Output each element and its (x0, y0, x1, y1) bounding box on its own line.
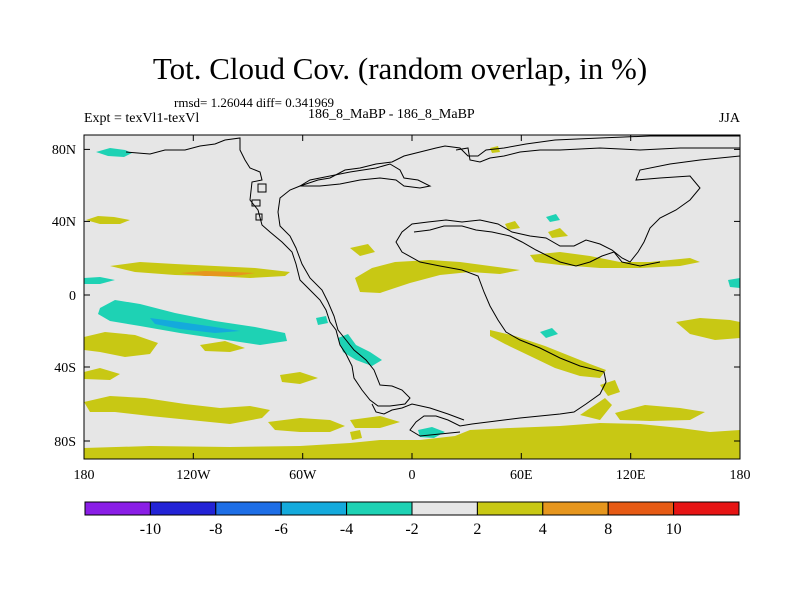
anomaly-patch (84, 277, 115, 284)
anomaly-patch (84, 368, 120, 380)
anomaly-patch (530, 252, 700, 268)
coastline-asia-interior (413, 225, 661, 267)
lat-tick-label: 80N (52, 143, 76, 158)
anomaly-patch (350, 416, 400, 428)
coastline-greenland (298, 163, 432, 189)
lon-tick-label: 180 (74, 468, 95, 483)
case-label: 186_8_MaBP - 186_8_MaBP (308, 107, 475, 122)
anomaly-patch (84, 332, 158, 357)
lon-tick-label: 120E (616, 468, 646, 483)
anomaly-patch (615, 405, 705, 421)
lat-tick-label: 80S (54, 435, 76, 450)
anomaly-patch (728, 278, 740, 288)
anomaly-patch (580, 398, 612, 420)
colorbar-swatch (149, 501, 217, 516)
anomaly-patch (280, 372, 318, 384)
anomaly-patch-blue-dark (150, 318, 240, 333)
lat-tick-label: 40N (52, 215, 76, 230)
lon-tick-label: 60E (510, 468, 533, 483)
anomaly-patch (350, 244, 375, 256)
anomaly-patch-arctic (96, 148, 132, 157)
lon-axis (83, 135, 741, 459)
colorbar-swatch (280, 501, 348, 516)
anomaly-patch-blue (98, 300, 287, 345)
anomaly-patch (676, 318, 740, 340)
colorbar-label: -4 (340, 521, 353, 538)
coastline-australia-antarctica (371, 403, 465, 421)
colorbar-swatch (346, 501, 413, 516)
colorbar-swatch (673, 501, 740, 516)
anomaly-patch (505, 221, 520, 230)
coastline-north (455, 147, 740, 163)
colorbar-swatch (84, 501, 151, 516)
anomaly-patch (355, 260, 520, 293)
anomaly-patch (706, 440, 740, 459)
colorbar-label: -6 (275, 521, 288, 538)
lat-labels: 80N 40N 0 40S 80S (52, 143, 76, 450)
coastline-islands (251, 183, 267, 221)
plot-title: Tot. Cloud Cov. (random overlap, in %) (152, 51, 648, 86)
colorbar-swatch (476, 501, 544, 516)
anomaly-patch (546, 214, 560, 222)
anomaly-patch (540, 328, 558, 338)
anomaly-patch (548, 228, 568, 238)
anomaly-fields (84, 146, 740, 459)
lon-labels: 180 120W 60W 0 60E 120E 180 (74, 468, 751, 483)
coastline-eurasia (395, 155, 740, 437)
anomaly-patch (84, 396, 270, 424)
anomaly-patch-antarctic (84, 423, 740, 459)
colorbar-label: 2 (473, 521, 481, 538)
anomaly-patch (268, 418, 345, 432)
stats-label: rmsd= 1.26044 diff= 0.341969 (174, 95, 334, 110)
colorbar-swatch (411, 501, 478, 516)
colorbar-label: -2 (405, 521, 418, 538)
colorbar-label: 10 (666, 521, 682, 538)
season-label: JJA (718, 111, 740, 126)
anomaly-patch (350, 430, 362, 440)
lat-tick-label: 40S (54, 361, 76, 376)
lat-tick-label: 0 (69, 289, 76, 304)
lat-axis (84, 148, 740, 442)
colorbar-label: -8 (209, 521, 222, 538)
lon-tick-label: 60W (289, 468, 317, 483)
colorbar-label: 4 (539, 521, 547, 538)
lon-tick-label: 0 (409, 468, 416, 483)
colorbar: -10 -8 -6 -4 -2 2 4 8 10 (84, 501, 740, 538)
anomaly-patch-blue (338, 334, 382, 366)
experiment-label: Expt = texVl1-texVl (84, 111, 200, 126)
lon-tick-label: 120W (176, 468, 211, 483)
anomaly-patch (200, 341, 245, 352)
colorbar-swatch (215, 501, 282, 516)
colorbar-swatch (542, 501, 609, 516)
anomaly-patch (316, 316, 328, 325)
anomaly-patch-orange (180, 271, 255, 276)
lon-tick-label: 180 (730, 468, 751, 483)
colorbar-label: -10 (140, 521, 161, 538)
anomaly-patch (86, 216, 130, 224)
coastlines (125, 135, 740, 437)
anomaly-patch (490, 330, 606, 378)
colorbar-swatch (607, 501, 675, 516)
coastline-americas (125, 135, 740, 407)
colorbar-label: 8 (604, 521, 612, 538)
